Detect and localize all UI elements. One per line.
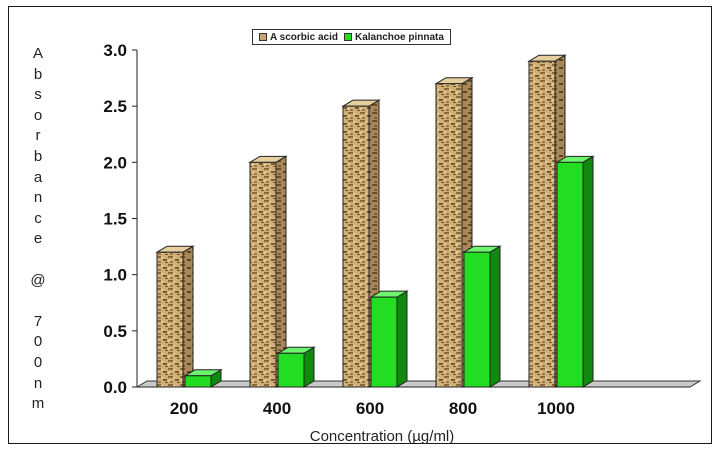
y-label-char: n [33,189,43,207]
bar-ascorbic-400 [248,155,288,388]
x-axis-label: Concentration (µg/ml) [309,428,455,445]
y-label-char: 0 [33,353,43,371]
y-tick-label-1: 0.5 [103,322,127,341]
x-tick-label-1000: 1000 [537,399,575,418]
legend-label-kalanchoe: Kalanchoe pinnata [355,31,444,43]
x-tick-label-400: 400 [263,399,291,418]
y-tick-label-6: 3.0 [103,41,127,60]
y-label-char: @ [30,271,46,289]
bar-front [528,60,556,388]
y-label-char: 7 [33,312,43,330]
chart-frame [8,6,712,444]
bar-front [435,83,463,388]
y-label-char: c [34,209,42,227]
bar-front [342,105,370,388]
bar-ascorbic-200 [155,245,195,388]
y-label-char: r [35,127,41,145]
bar-side [489,245,501,388]
bar-kalanchoe-200 [183,368,223,388]
bar-side [396,290,408,388]
y-tick-label-3: 1.5 [103,210,127,229]
legend-swatch-ascorbic [259,33,267,41]
y-label-char: 0 [33,333,43,351]
legend: A scorbic acid Kalanchoe pinnata [252,29,451,45]
y-label-char: A [32,45,43,62]
y-label-char: b [33,65,43,83]
y-tick-label-0: 0.0 [103,378,127,397]
y-tick-label-4: 2.0 [103,153,127,172]
bars [155,54,595,388]
y-axis: 0.0 0.5 1.0 1.5 2.0 2.5 3.0 [103,41,138,397]
y-tick-label-2: 1.0 [103,266,127,285]
chart-floor [135,380,702,388]
x-tick-labels: 200 400 600 800 1000 [170,399,575,418]
bar-front [556,161,584,388]
y-tick-label-5: 2.5 [103,97,127,116]
y-label-char: a [33,168,43,186]
bar-front [156,251,184,388]
bar-front [277,352,305,388]
bar-side [303,346,315,388]
bar-front [249,161,277,388]
bar-front [370,296,398,388]
y-label-char: m [31,395,45,413]
bar-kalanchoe-800 [462,245,502,388]
bar-side [582,155,594,388]
bar-kalanchoe-400 [276,346,316,388]
x-tick-label-800: 800 [449,399,477,418]
y-label-char: s [34,86,42,104]
x-tick-label-200: 200 [170,399,198,418]
bar-kalanchoe-600 [369,290,409,388]
bar-ascorbic-600 [341,99,381,388]
legend-label-ascorbic: A scorbic acid [270,31,338,43]
y-label-char: b [33,147,43,165]
bar-kalanchoe-1000 [555,155,595,388]
y-label-char [26,291,50,312]
y-label-char [26,250,50,271]
floor-plane [135,380,702,388]
x-tick-label-600: 600 [356,399,384,418]
bar-front [184,375,212,388]
bar-front [463,251,491,388]
y-label-char: o [33,106,43,124]
legend-swatch-kalanchoe [344,33,352,41]
y-label-char: e [33,230,43,248]
y-label-char: n [33,374,43,392]
bar-side [182,245,194,388]
legend-item-ascorbic: A scorbic acid [259,32,338,43]
legend-item-kalanchoe: Kalanchoe pinnata [344,32,444,43]
